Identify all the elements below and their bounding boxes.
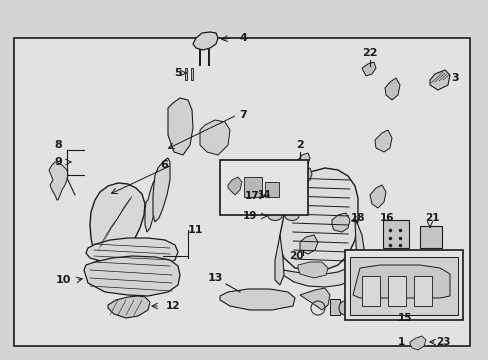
Polygon shape bbox=[299, 288, 329, 310]
Polygon shape bbox=[84, 256, 180, 296]
Bar bbox=[413, 276, 431, 306]
Polygon shape bbox=[49, 162, 68, 200]
Polygon shape bbox=[299, 168, 311, 183]
Text: 12: 12 bbox=[165, 301, 180, 311]
Polygon shape bbox=[409, 336, 425, 350]
Text: 22: 22 bbox=[362, 48, 377, 58]
Polygon shape bbox=[280, 168, 357, 270]
Text: 20: 20 bbox=[288, 251, 303, 261]
Polygon shape bbox=[227, 177, 242, 195]
Polygon shape bbox=[374, 130, 391, 152]
Ellipse shape bbox=[267, 211, 282, 220]
Text: 19: 19 bbox=[243, 211, 257, 221]
Text: 11: 11 bbox=[187, 225, 203, 235]
Ellipse shape bbox=[338, 301, 350, 315]
Polygon shape bbox=[153, 158, 170, 222]
Text: 14: 14 bbox=[258, 190, 271, 200]
Polygon shape bbox=[264, 188, 278, 210]
Text: 17: 17 bbox=[244, 191, 259, 201]
Polygon shape bbox=[429, 70, 449, 90]
Polygon shape bbox=[352, 265, 449, 298]
Polygon shape bbox=[297, 262, 327, 278]
Polygon shape bbox=[168, 98, 193, 155]
Polygon shape bbox=[193, 32, 218, 50]
Polygon shape bbox=[331, 213, 349, 232]
Polygon shape bbox=[297, 153, 309, 166]
Text: 18: 18 bbox=[350, 213, 365, 223]
Polygon shape bbox=[184, 68, 186, 80]
Bar bbox=[382, 220, 408, 248]
Polygon shape bbox=[200, 120, 229, 155]
Polygon shape bbox=[108, 296, 150, 318]
Polygon shape bbox=[191, 68, 193, 80]
Ellipse shape bbox=[285, 211, 298, 220]
Bar bbox=[419, 226, 441, 248]
Polygon shape bbox=[145, 172, 158, 232]
Polygon shape bbox=[369, 185, 385, 208]
Bar bbox=[361, 276, 379, 306]
Text: 4: 4 bbox=[239, 33, 246, 43]
Polygon shape bbox=[90, 183, 145, 265]
Polygon shape bbox=[86, 238, 178, 267]
Text: 15: 15 bbox=[397, 313, 411, 323]
Polygon shape bbox=[274, 235, 284, 285]
Polygon shape bbox=[299, 235, 317, 254]
Text: 16: 16 bbox=[379, 213, 393, 223]
Polygon shape bbox=[384, 78, 399, 100]
Bar bbox=[264, 182, 279, 197]
Text: 8: 8 bbox=[54, 140, 62, 150]
Bar bbox=[387, 276, 405, 306]
Text: 13: 13 bbox=[207, 273, 222, 283]
Text: 21: 21 bbox=[424, 213, 438, 223]
Text: 3: 3 bbox=[450, 73, 458, 83]
Bar bbox=[345, 250, 462, 320]
Text: 23: 23 bbox=[435, 337, 449, 347]
Text: 10: 10 bbox=[55, 275, 71, 285]
Bar bbox=[220, 160, 307, 215]
Text: 9: 9 bbox=[54, 157, 62, 167]
Polygon shape bbox=[354, 220, 364, 270]
Polygon shape bbox=[283, 260, 354, 287]
Text: 6: 6 bbox=[160, 160, 167, 170]
Text: 7: 7 bbox=[239, 110, 246, 120]
Polygon shape bbox=[266, 190, 294, 207]
Polygon shape bbox=[361, 62, 375, 76]
Bar bbox=[244, 177, 262, 197]
Text: 1: 1 bbox=[397, 337, 404, 347]
Bar bbox=[349, 257, 457, 315]
Text: 5: 5 bbox=[174, 68, 182, 78]
Bar bbox=[14, 38, 469, 346]
Text: 2: 2 bbox=[296, 140, 303, 150]
Polygon shape bbox=[220, 289, 294, 310]
Bar bbox=[329, 299, 339, 315]
